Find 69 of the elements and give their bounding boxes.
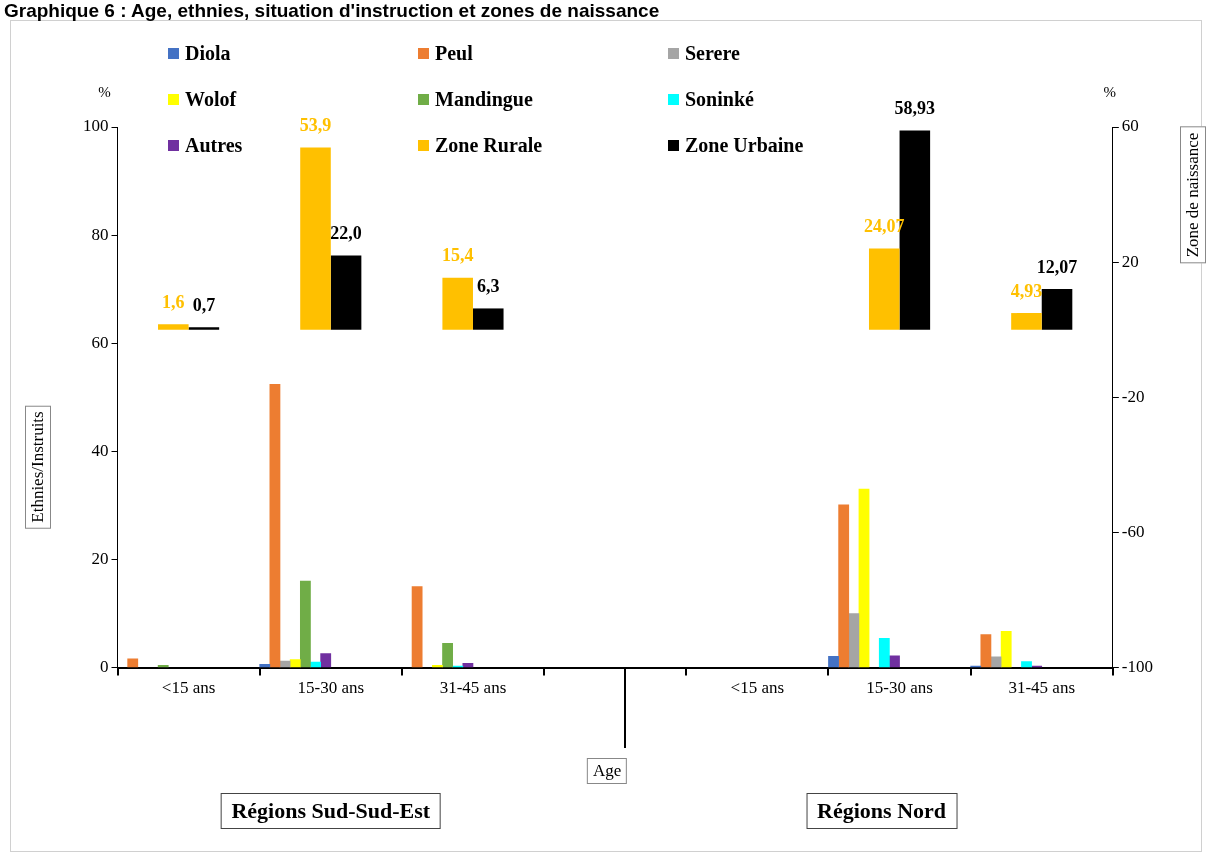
bar [990, 656, 1002, 668]
x-tick-label: 31-45 ans [1008, 678, 1076, 698]
bar [878, 638, 890, 668]
legend-label: Mandingue [435, 87, 533, 111]
text: Régions Nord [806, 792, 958, 829]
text: % [98, 83, 111, 101]
y2-tick-label: 20 [1121, 251, 1139, 271]
bar [1011, 313, 1042, 330]
bar [848, 613, 860, 668]
bar [330, 255, 362, 330]
x-axis-title: Age [586, 757, 628, 784]
legend-label: Serere [685, 41, 740, 65]
bar [269, 384, 281, 668]
legend-label: Wolof [185, 87, 237, 111]
data-label: 22,0 [330, 223, 362, 244]
bar [858, 488, 870, 668]
bar [289, 659, 301, 668]
x-tick-label: 15-30 ans [866, 678, 933, 698]
y2-tick-label: -100 [1121, 657, 1154, 677]
data-label: 1,6 [162, 291, 185, 312]
bar [1041, 288, 1073, 330]
data-label: 4,93 [1010, 280, 1043, 301]
y2-tick-label: 60 [1121, 116, 1139, 136]
x-tick-label: 15-30 ans [297, 678, 365, 698]
legend-label: Zone Urbaine [685, 133, 804, 157]
y-axis-title: Ethnies/Instruits [24, 405, 51, 530]
text: Régions Sud-Sud-Est [220, 792, 442, 829]
bar [868, 248, 900, 330]
x-tick-label: <15 ans [161, 678, 216, 698]
y2-axis-title: Zone de naissance [1179, 126, 1206, 264]
bar [300, 147, 331, 330]
bar [442, 277, 473, 330]
data-label: 6,3 [477, 276, 500, 297]
x-tick-label: <15 ans [730, 678, 785, 698]
x-tick-label: 31-45 ans [439, 678, 507, 698]
bar [472, 308, 504, 330]
data-label: 58,93 [894, 98, 936, 119]
y-tick-label: 60 [91, 332, 109, 352]
bar [828, 655, 839, 668]
bar [158, 324, 189, 330]
y-tick-label: 40 [91, 440, 109, 460]
y-tick-label: 80 [91, 224, 109, 244]
legend-label: Zone Rurale [435, 133, 543, 157]
y2-tick-label: -60 [1121, 521, 1145, 541]
bar [980, 634, 992, 668]
bar [889, 655, 900, 668]
text: % [1103, 83, 1117, 101]
y-tick-label: 100 [83, 116, 109, 136]
bar [188, 327, 220, 330]
bar [1021, 661, 1032, 668]
bar [127, 658, 139, 668]
bar [320, 653, 332, 668]
y2-tick-label: -20 [1121, 386, 1145, 406]
chart-title: Graphique 6 : Age, ethnies, situation d'instruction et zones de naissance [4, 0, 660, 22]
bar [442, 642, 453, 668]
data-label: 0,7 [192, 295, 216, 316]
legend-label: Autres [185, 133, 243, 157]
y-tick-label: 20 [91, 548, 109, 568]
legend-label: Soninké [685, 87, 754, 111]
y-tick-label: 0 [100, 657, 109, 677]
bar [411, 586, 423, 668]
data-label: 12,07 [1036, 256, 1078, 277]
bar [838, 504, 850, 668]
data-label: 15,4 [441, 245, 474, 266]
bar [1000, 631, 1012, 668]
bar [299, 580, 311, 668]
data-label: 53,9 [299, 115, 332, 136]
legend-label: Peul [435, 41, 473, 65]
legend-label: Diola [185, 41, 231, 65]
